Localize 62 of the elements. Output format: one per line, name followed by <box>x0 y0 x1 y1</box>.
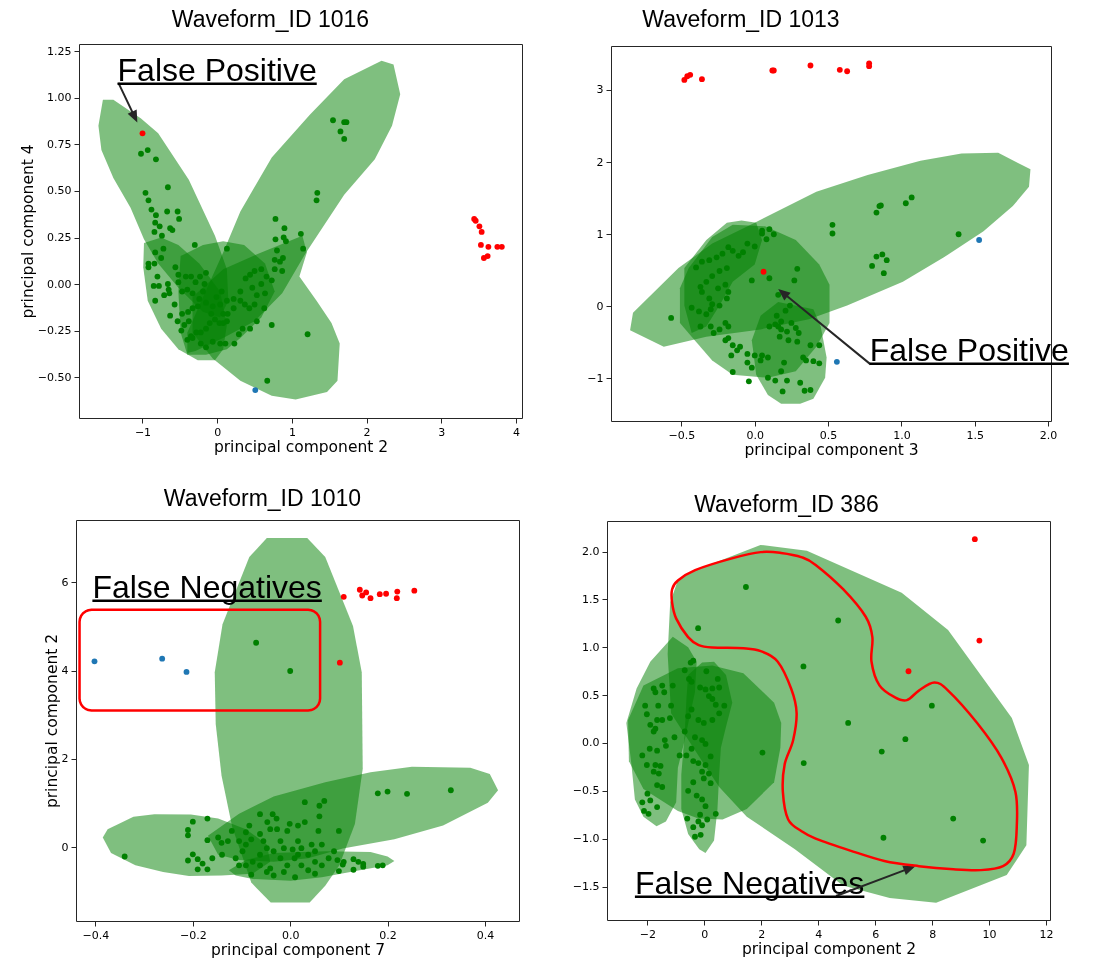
x-tick-label: 4 <box>815 927 823 941</box>
x-tick-label: 1.5 <box>966 428 984 442</box>
y-tick-label: 0.25 <box>47 231 72 245</box>
y-tick-label: −0.25 <box>37 324 72 338</box>
x-tick-label: 0.5 <box>819 428 838 442</box>
x-tick-label: 0 <box>214 425 222 439</box>
x-tick-label: 12 <box>1039 927 1054 941</box>
y-tick-label: −1.5 <box>572 880 600 894</box>
y-tick-label: −0.50 <box>37 370 72 384</box>
x-tick-label: 2 <box>363 425 371 439</box>
x-tick-label: 0.2 <box>379 928 397 942</box>
y-tick-label: 1.5 <box>582 592 600 606</box>
x-tick-label: 1 <box>288 425 296 439</box>
y-tick-label: 2.0 <box>582 545 600 559</box>
x-tick-label: −1 <box>134 425 152 439</box>
chart-title: Waveform_ID 1010 <box>163 485 362 511</box>
annotation: False Negatives <box>634 864 865 901</box>
x-axis-title: principal component 3 <box>744 440 919 459</box>
x-tick-label: 2.0 <box>1039 428 1058 442</box>
x-tick-label: 0.0 <box>281 928 300 942</box>
x-tick-label: 0 <box>701 927 709 941</box>
y-tick-label: 0.75 <box>47 137 72 151</box>
x-tick-label: 6 <box>872 927 880 941</box>
y-tick-label: 1.0 <box>582 640 600 654</box>
chart-title: Waveform_ID 1013 <box>642 6 840 32</box>
y-tick-label: 2 <box>61 752 69 766</box>
y-tick-label: 1.25 <box>47 44 72 58</box>
x-tick-label: 8 <box>929 927 937 941</box>
y-tick-label: 0.50 <box>47 184 72 198</box>
x-tick-label: 10 <box>982 927 997 941</box>
x-axis-title: principal component 2 <box>741 939 917 958</box>
x-tick-label: 2 <box>758 927 766 941</box>
y-tick-label: 1 <box>596 227 604 241</box>
y-tick-label: −0.5 <box>572 784 600 798</box>
y-tick-label: −1.0 <box>572 832 600 846</box>
y-tick-label: 0.00 <box>47 277 72 291</box>
x-tick-label: 4 <box>513 425 521 439</box>
y-tick-label: 0 <box>596 299 604 313</box>
x-tick-label: −0.2 <box>179 928 207 942</box>
chart-title: Waveform_ID 1016 <box>171 6 370 32</box>
x-axis-title: principal component 2 <box>213 437 389 456</box>
x-tick-label: 0.0 <box>746 428 764 442</box>
y-tick-label: 4 <box>61 664 69 678</box>
x-tick-label: 1.0 <box>893 428 911 442</box>
y-tick-label: 2 <box>596 155 604 169</box>
x-tick-label: 0.4 <box>476 928 495 942</box>
y-tick-label: 1.00 <box>47 91 72 105</box>
y-axis-title: principal component 2 <box>42 633 61 809</box>
x-tick-label: −0.4 <box>82 928 110 942</box>
annotation: False Positive <box>117 51 317 88</box>
x-tick-label: −2 <box>639 927 657 941</box>
y-tick-label: 0.5 <box>582 688 600 702</box>
y-tick-label: 0.0 <box>582 736 600 750</box>
chart-title: Waveform_ID 386 <box>694 491 879 517</box>
y-axis-title: principal component 4 <box>18 144 37 319</box>
x-axis-title: principal component 7 <box>210 940 386 959</box>
y-tick-label: −1 <box>587 371 604 385</box>
x-tick-label: 3 <box>438 425 446 439</box>
y-tick-label: 3 <box>596 83 604 97</box>
y-tick-label: 0 <box>61 840 69 854</box>
x-tick-label: −0.5 <box>668 428 696 442</box>
y-tick-label: 6 <box>61 575 69 589</box>
